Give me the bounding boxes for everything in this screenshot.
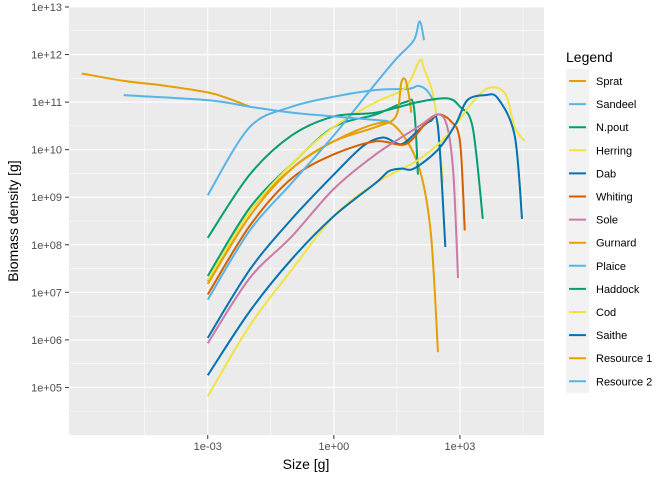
legend-items: Sprat Sandeel N.pout Herring Dab Whiting Sole G… — [569, 76, 652, 388]
legend-label-n-pout: N.pout — [596, 122, 628, 134]
series-line-herring — [206, 58, 445, 281]
y-tick-label: 1e+06 — [31, 335, 62, 347]
series-line-sole — [206, 113, 460, 344]
y-tick-label: 1e+10 — [31, 145, 62, 157]
x-tick-label: 1e+03 — [444, 441, 475, 453]
legend-label-sprat: Sprat — [596, 76, 622, 88]
y-axis-title: Biomass density [g] — [5, 160, 21, 281]
series-line-sandeel — [206, 84, 436, 196]
y-tick-label: 1e+07 — [31, 287, 62, 299]
legend-key-background — [566, 69, 589, 393]
y-tick-label: 1e+12 — [31, 50, 62, 62]
legend-title: Legend — [566, 49, 613, 65]
series-line-haddock — [206, 97, 484, 239]
y-axis-ticks: 1e+05 1e+06 1e+07 1e+08 1e+09 1e+10 1e+11 1e+12… — [31, 2, 69, 394]
y-tick-label: 1e+13 — [31, 2, 62, 14]
legend-label-resource-1: Resource 1 — [596, 353, 652, 365]
series-lines — [81, 20, 526, 397]
y-tick-label: 1e+05 — [31, 382, 62, 394]
legend-label-sandeel: Sandeel — [596, 99, 636, 111]
legend-label-saithe: Saithe — [596, 330, 627, 342]
legend-label-dab: Dab — [596, 168, 616, 180]
series-line-saithe — [206, 93, 524, 376]
legend-label-herring: Herring — [596, 145, 632, 157]
x-tick-label: 1e-03 — [194, 441, 222, 453]
x-axis-ticks: 1e-03 1e+00 1e+03 — [194, 435, 475, 453]
legend-label-plaice: Plaice — [596, 261, 626, 273]
legend-label-gurnard: Gurnard — [596, 238, 636, 250]
y-tick-label: 1e+08 — [31, 240, 62, 252]
legend-label-sole: Sole — [596, 215, 618, 227]
series-line-plaice — [206, 20, 426, 301]
legend-label-haddock: Haddock — [596, 284, 640, 296]
series-line-resource-2 — [123, 94, 389, 123]
x-axis-title: Size [g] — [283, 456, 330, 472]
series-line-resource-1 — [81, 72, 251, 108]
series-line-cod — [206, 86, 526, 397]
series-line-gurnard — [206, 77, 413, 285]
legend-label-resource-2: Resource 2 — [596, 376, 652, 388]
y-tick-label: 1e+09 — [31, 192, 62, 204]
legend-label-cod: Cod — [596, 307, 616, 319]
y-tick-label: 1e+11 — [32, 97, 62, 109]
x-tick-label: 1e+00 — [318, 441, 349, 453]
legend-label-whiting: Whiting — [596, 192, 633, 204]
legend: Legend Sprat Sandeel N.pout Herring Dab Whiti… — [566, 49, 652, 393]
